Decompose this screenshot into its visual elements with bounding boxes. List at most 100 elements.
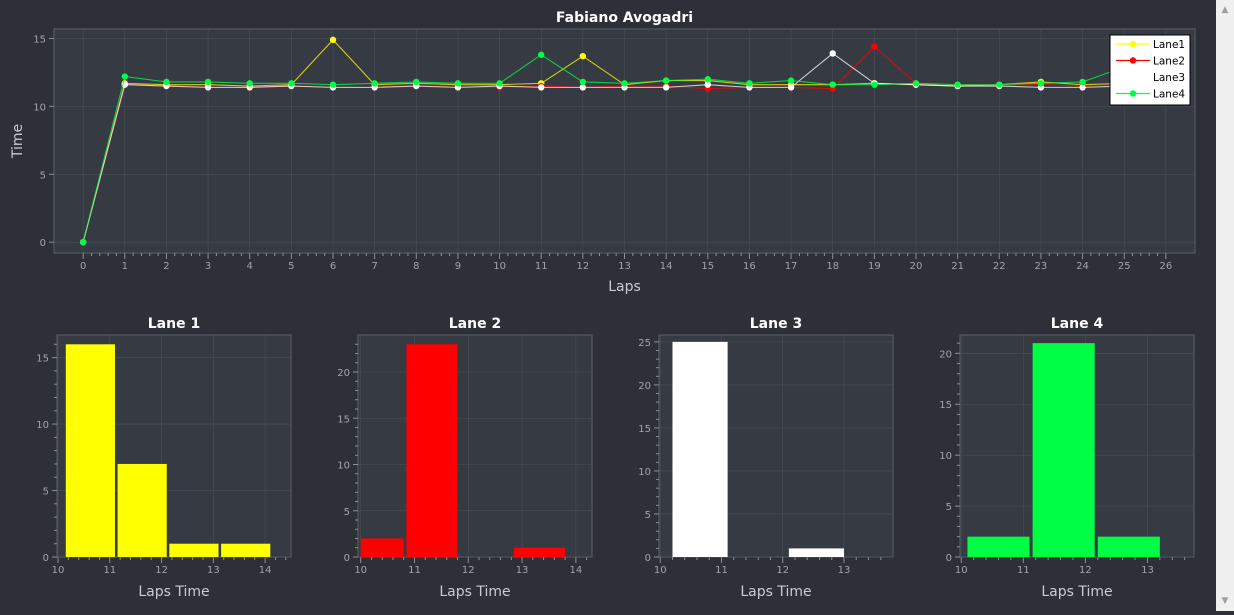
hist-xtick-label: 10 [955,565,968,576]
hist-xtick-label: 11 [103,565,116,576]
point-lane4-lap11 [538,51,545,58]
hist-title-3: Lane 3 [750,316,802,332]
hist-bar-1-2 [117,463,167,557]
hist-plot-area-2 [357,334,593,558]
legend-marker-lane1 [1129,40,1137,48]
point-lane4-lap14 [662,77,670,84]
main-ytick-label: 10 [33,102,46,113]
hist-bar-1-3 [169,543,219,557]
hist-ytick-label: 10 [638,467,651,478]
hist-ytick-label: 10 [939,451,952,462]
hist-ytick-label: 5 [645,510,651,521]
vertical-scrollbar[interactable]: ▲ ▼ [1216,0,1234,611]
main-xtick-label: 7 [371,261,377,272]
hist-bar-4-2 [1032,343,1095,557]
point-lane3-lap12 [579,84,587,91]
main-xtick-label: 9 [455,261,461,272]
hist-bar-2-2 [406,344,458,557]
hist-ytick-label: 15 [638,424,651,435]
hist-xtick-label: 12 [1079,565,1092,576]
main-xtick-label: 4 [247,261,253,272]
main-xtick-label: 20 [910,261,923,272]
hist-ytick-label: 25 [638,338,651,349]
point-lane4-lap16 [746,80,753,87]
hist-title-2: Lane 2 [449,316,501,332]
point-lane1-lap6 [329,36,337,44]
point-lane4-lap19 [871,81,878,88]
point-lane3-lap3 [204,84,212,91]
main-xtick-label: 2 [163,261,169,272]
legend-label-lane3: Lane3 [1153,72,1185,84]
hist-xtick-label: 12 [155,565,168,576]
hist-xaxis-label-4: Laps Time [1041,584,1112,600]
point-lane1-lap12 [579,52,587,60]
series-line-lane3 [82,52,1125,243]
hist-xtick-label: 11 [408,565,421,576]
main-xtick-label: 3 [205,261,211,272]
point-lane4-lap5 [288,80,295,87]
main-xtick-label: 23 [1035,261,1048,272]
hist-xtick-label: 14 [569,565,582,576]
main-xtick-label: 16 [743,261,756,272]
point-lane4-lap8 [413,78,420,86]
main-xtick-label: 10 [493,261,506,272]
legend-label-lane2: Lane2 [1153,56,1185,68]
legend-marker-lane4 [1129,90,1137,97]
hist-xtick-label: 12 [462,565,475,576]
hist-xtick-label: 13 [838,565,851,576]
hist-xtick-label: 11 [715,565,728,576]
hist-xaxis-label-3: Laps Time [740,584,811,600]
main-xtick-label: 0 [80,261,86,272]
legend-marker-lane2 [1129,57,1137,64]
main-xtick-label: 22 [993,261,1006,272]
point-lane4-lap21 [954,81,961,88]
hist-ytick-label: 0 [946,553,952,564]
hist-ytick-label: 10 [36,420,49,431]
hist-bar-1-4 [221,543,271,557]
hist-ytick-label: 0 [43,553,49,564]
main-xtick-label: 8 [413,261,419,272]
scroll-down-icon[interactable]: ▼ [1221,596,1229,606]
main-xtick-label: 5 [288,261,294,272]
point-lane4-lap22 [996,81,1003,88]
point-lane4-lap10 [496,80,503,87]
point-lane4-lap1 [121,73,128,80]
hist-xtick-label: 10 [354,565,367,576]
series-line-lane4 [82,54,1125,243]
hist-ytick-label: 0 [645,553,651,564]
hist-ytick-label: 20 [939,349,952,360]
point-lane4-lap3 [204,78,212,86]
main-xaxis-label: Laps [608,279,641,295]
hist-ytick-label: 15 [337,414,350,425]
main-xtick-label: 1 [122,261,128,272]
main-xtick-label: 6 [330,261,336,272]
hist-ytick-label: 5 [946,502,952,513]
hist-ytick-label: 10 [337,461,350,472]
hist-xtick-label: 11 [1017,565,1030,576]
hist-bar-1-1 [65,344,115,557]
point-lane3-lap14 [662,84,670,91]
point-lane3-lap17 [787,84,795,91]
scroll-up-icon[interactable]: ▲ [1221,5,1229,15]
hist-ytick-label: 15 [36,354,49,365]
main-xtick-label: 17 [785,261,798,272]
legend-label-lane4: Lane4 [1153,89,1185,101]
hist-bar-4-1 [967,536,1030,557]
point-lane4-lap18 [829,81,836,88]
main-chart-title: Fabiano Avogadri [556,10,693,26]
hist-title-4: Lane 4 [1051,316,1104,332]
hist-bar-4-3 [1097,536,1160,557]
hist-ytick-label: 20 [638,381,651,392]
main-xtick-label: 25 [1118,261,1131,272]
hist-xaxis-label-1: Laps Time [138,584,209,600]
point-lane4-lap2 [163,78,170,86]
chart-canvas: Fabiano Avogadri 0 1 2 3 4 5 6 7 8 9 10 11 12 13 14 15 16… [10,10,1196,600]
hist-xtick-label: 10 [52,565,65,576]
point-lane2-lap19 [871,43,878,50]
point-lane4-lap0 [79,238,87,246]
point-lane4-lap24 [1079,78,1086,86]
point-lane3-lap11 [538,84,545,91]
main-xtick-label: 19 [868,261,881,272]
hist-xtick-label: 13 [516,565,529,576]
